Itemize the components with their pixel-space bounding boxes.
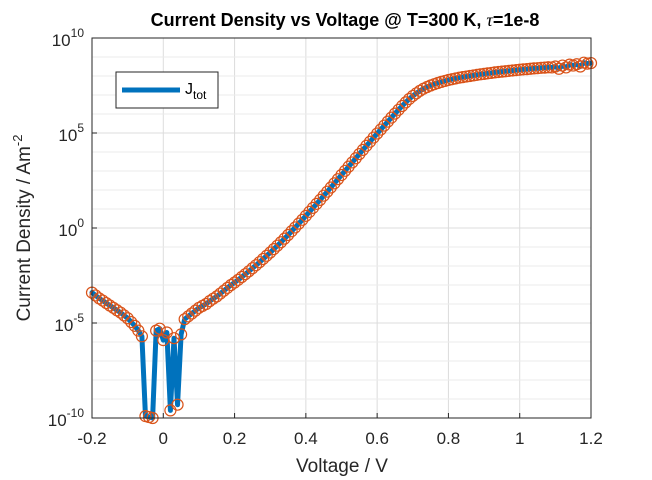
- data-point: [289, 221, 302, 234]
- data-point: [346, 156, 359, 169]
- data-point: [559, 61, 573, 74]
- legend-entry-jtot: Jtot: [185, 81, 207, 102]
- data-point: [552, 62, 566, 75]
- chart-title-suffix: =1e-8: [493, 10, 540, 30]
- data-point: [175, 328, 188, 341]
- data-point: [125, 315, 138, 329]
- data-point: [328, 177, 341, 190]
- y-axis-label-sup: -2: [10, 135, 25, 147]
- x-tick-label: 0.2: [223, 429, 247, 448]
- data-point: [324, 181, 337, 194]
- data-point: [153, 322, 166, 335]
- data-point: [306, 201, 320, 214]
- data-point: [239, 268, 252, 281]
- data-point: [260, 249, 273, 262]
- data-point: [299, 209, 312, 222]
- y-tick-label: 100: [58, 216, 84, 240]
- data-point: [117, 309, 131, 322]
- data-point: [374, 123, 387, 136]
- data-point: [392, 103, 405, 116]
- legend-entry-sub: tot: [193, 88, 207, 102]
- y-tick-label: 10-5: [54, 311, 84, 335]
- x-tick-label: 0.4: [294, 429, 318, 448]
- data-point: [381, 115, 394, 128]
- data-point: [285, 225, 298, 238]
- x-axis-label: Voltage / V: [296, 456, 388, 477]
- data-point: [317, 189, 330, 202]
- data-point: [253, 256, 266, 269]
- data-point: [242, 265, 255, 278]
- data-point: [338, 164, 352, 177]
- data-point: [167, 332, 181, 345]
- x-tick-label: 0.8: [437, 429, 461, 448]
- data-point: [256, 252, 270, 266]
- y-axis: 10-10 10-5 100 105 1010: [48, 26, 97, 430]
- data-point: [399, 96, 412, 109]
- data-point: [246, 262, 259, 275]
- x-tick-label: 0.6: [365, 429, 389, 448]
- data-point: [360, 139, 373, 152]
- y-axis-label: Current Density / Am-2: [10, 135, 35, 322]
- data-point: [367, 131, 380, 144]
- data-point: [249, 259, 263, 272]
- x-tick-label: -0.2: [77, 429, 106, 448]
- data-point: [321, 185, 334, 198]
- data-point: [353, 147, 366, 161]
- data-point: [363, 135, 377, 148]
- data-point: [303, 205, 316, 218]
- y-axis-label-main: Current Density / Am: [14, 146, 35, 321]
- data-point: [274, 236, 288, 249]
- data-point: [314, 193, 327, 206]
- data-point: [281, 228, 295, 242]
- x-tick-label: 0: [159, 429, 168, 448]
- x-tick-label: 1.2: [579, 429, 603, 448]
- chart-title: Current Density vs Voltage @ T=300 K, τ=…: [151, 10, 540, 30]
- data-point: [371, 127, 384, 140]
- data-point: [335, 168, 348, 182]
- data-point: [331, 173, 345, 186]
- legend: Jtot: [115, 71, 219, 109]
- y-tick-label: 105: [58, 121, 84, 145]
- x-tick-label: 1: [515, 429, 524, 448]
- data-point: [267, 242, 280, 256]
- y-tick-label: 10-10: [48, 406, 85, 430]
- data-point: [278, 232, 291, 245]
- data-point: [121, 312, 134, 325]
- data-point: [378, 119, 391, 132]
- data-point: [356, 143, 369, 157]
- data-point: [574, 60, 587, 73]
- y-tick-label: 1010: [52, 26, 85, 50]
- chart-title-symbol: τ: [486, 10, 493, 30]
- data-point: [292, 217, 305, 230]
- x-axis: -0.2 0 0.2 0.4 0.6 0.8 1 1.2: [77, 413, 603, 448]
- data-point: [171, 398, 184, 411]
- data-point: [135, 330, 148, 343]
- data-point: [342, 160, 355, 173]
- data-point: [296, 213, 309, 226]
- chart-title-main: Current Density vs Voltage @ T=300 K,: [151, 10, 487, 30]
- data-point: [310, 197, 323, 210]
- data-point: [349, 152, 362, 165]
- data-point: [410, 87, 423, 100]
- data-point: [388, 107, 402, 120]
- data-point: [395, 99, 409, 113]
- data-point: [264, 246, 277, 259]
- data-point: [385, 111, 398, 124]
- data-point: [271, 239, 284, 252]
- legend-entry-name: J: [185, 81, 193, 98]
